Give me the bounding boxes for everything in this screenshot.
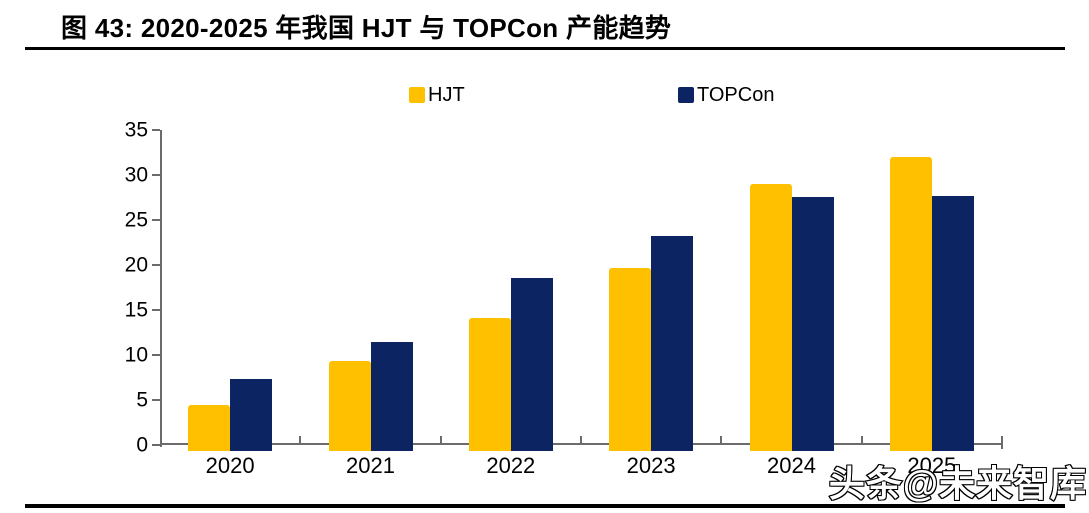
y-tick-label: 20 — [124, 253, 148, 277]
x-tick-label-2025: 2025 — [907, 453, 957, 478]
caption-divider — [25, 47, 1065, 50]
x-tick-label-2021: 2021 — [346, 453, 395, 478]
x-tick-label-2020: 2020 — [205, 453, 255, 478]
bar-hjt-2024 — [749, 184, 792, 451]
legend-item-topcon: TOPCon — [678, 84, 774, 106]
x-axis-line — [160, 443, 1003, 445]
y-tick-label: 25 — [124, 208, 148, 232]
bar-hjt-2021 — [328, 361, 371, 451]
x-axis-tick — [860, 436, 863, 443]
legend-swatch-topcon-icon — [678, 87, 694, 103]
x-tick-label-2023: 2023 — [626, 453, 676, 478]
x-axis-labels: 2020 2021 2022 2023 2024 2025 — [160, 452, 1002, 480]
legend-label-hjt: HJT — [428, 84, 465, 106]
y-axis-labels: 0 5 10 15 20 25 30 35 — [78, 120, 148, 456]
legend-label-topcon: TOPCon — [697, 84, 775, 106]
y-tick-label: 5 — [136, 388, 148, 412]
y-axis-line — [160, 130, 162, 447]
x-axis-tick — [299, 436, 302, 443]
bar-topcon-2020 — [230, 379, 273, 451]
bar-hjt-2025 — [889, 157, 932, 451]
bar-hjt-2022 — [468, 318, 511, 451]
y-axis-tick — [152, 354, 160, 356]
y-tick-label: 30 — [124, 163, 148, 187]
x-axis-tick — [439, 436, 442, 443]
x-tick-label-2022: 2022 — [486, 453, 536, 478]
plot-area — [152, 129, 1003, 451]
bar-topcon-2023 — [651, 236, 694, 451]
y-tick-label: 0 — [136, 433, 148, 457]
bar-topcon-2021 — [370, 341, 413, 451]
figure-caption: 图 43: 2020-2025 年我国 HJT 与 TOPCon 产能趋势 — [61, 13, 672, 43]
bar-topcon-2025 — [931, 195, 974, 451]
y-axis-tick — [152, 129, 160, 131]
bar-topcon-2022 — [510, 277, 553, 451]
bar-hjt-2023 — [609, 267, 652, 451]
y-axis-tick — [152, 219, 160, 221]
x-tick-label-2024: 2024 — [767, 453, 816, 478]
watermark: 头条@未来智库 — [828, 462, 1087, 505]
legend-swatch-hjt-icon — [409, 87, 425, 103]
y-tick-label: 15 — [124, 298, 148, 322]
bottom-divider — [25, 504, 1065, 508]
y-axis-tick — [152, 174, 160, 176]
bar-topcon-2024 — [791, 196, 834, 451]
bar-hjt-2020 — [188, 405, 231, 451]
y-tick-label: 35 — [124, 118, 148, 142]
legend-item-hjt: HJT — [409, 84, 465, 106]
y-axis-tick — [152, 444, 160, 446]
y-axis-tick — [152, 309, 160, 311]
x-axis-tick — [1001, 436, 1003, 449]
y-tick-label: 10 — [124, 343, 148, 367]
y-axis-tick — [152, 399, 160, 401]
x-axis-tick — [580, 436, 582, 443]
x-axis-tick — [720, 436, 723, 443]
chart-legend: HJT TOPCon — [0, 84, 1089, 106]
y-axis-tick — [152, 264, 160, 266]
